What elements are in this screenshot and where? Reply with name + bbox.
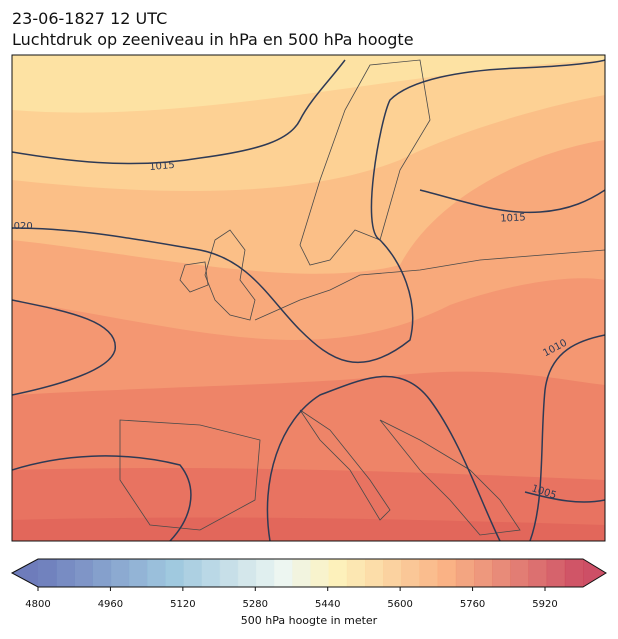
colorbar-segment xyxy=(564,559,584,587)
colorbar-segment xyxy=(528,559,548,587)
colorbar-tick-label: 4960 xyxy=(98,599,123,610)
isobar xyxy=(524,491,605,503)
colorbar-segment xyxy=(128,559,148,587)
colorbar-segment xyxy=(492,559,511,587)
coastline xyxy=(179,261,209,293)
colorbar-segment xyxy=(110,559,130,587)
colorbar-label: 500 hPa hoogte in meter xyxy=(241,614,378,627)
title: 23-06-1827 12 UTC xyxy=(12,9,167,28)
coastline xyxy=(119,419,261,531)
isobar xyxy=(419,189,605,214)
colorbar-segment xyxy=(274,559,293,587)
colorbar-segment xyxy=(455,559,475,587)
colorbar: 4800 4960 5120 5280 5440 5600 5760 5920 xyxy=(10,558,607,610)
colorbar-segment xyxy=(92,559,112,587)
colorbar-tick-label: 5440 xyxy=(315,599,340,610)
coastline xyxy=(299,59,431,266)
colorbar-segment xyxy=(183,559,202,587)
colorbar-segment xyxy=(56,559,75,587)
isobar xyxy=(12,59,346,165)
colorbar-tick-label: 5120 xyxy=(170,599,195,610)
isobar xyxy=(12,59,605,364)
isobar-label: 1020 xyxy=(7,221,32,232)
colorbar-segment xyxy=(237,559,257,587)
map: 1015 1020 1015 1010 1005 xyxy=(7,55,605,541)
isobar xyxy=(266,375,501,541)
colorbar-segment xyxy=(38,559,57,587)
colorbar-tick-label: 4800 xyxy=(25,599,50,610)
colorbar-segment xyxy=(219,559,239,587)
subtitle: Luchtdruk op zeeniveau in hPa en 500 hPa… xyxy=(12,30,414,49)
colorbar-segment xyxy=(346,559,366,587)
colorbar-segment xyxy=(328,559,348,587)
colorbar-segment xyxy=(546,559,566,587)
colorbar-tick-label: 5760 xyxy=(460,599,485,610)
coastline xyxy=(379,419,521,536)
colorbar-segment xyxy=(419,559,439,587)
isobar-label: 1015 xyxy=(149,160,175,173)
isobar xyxy=(12,455,192,541)
map-frame xyxy=(11,54,606,542)
colorbar-segment xyxy=(201,559,221,587)
colorbar-segment xyxy=(147,559,166,587)
colorbar-segment xyxy=(310,559,330,587)
colorbar-extend xyxy=(12,559,38,587)
coastline xyxy=(299,409,391,521)
colorbar-segment xyxy=(74,559,93,587)
colorbar-segment xyxy=(365,559,384,587)
colorbar-segment xyxy=(510,559,529,587)
isobar xyxy=(529,334,605,541)
colorbar-segment xyxy=(474,559,493,587)
colorbar-segment xyxy=(292,559,311,587)
colorbar-tick-label: 5280 xyxy=(243,599,268,610)
colorbar-segment xyxy=(401,559,420,587)
coastline xyxy=(204,229,256,321)
coastline xyxy=(254,249,605,321)
isobar-label: 1015 xyxy=(500,212,526,224)
colorbar-extend xyxy=(583,559,606,587)
colorbar-segment xyxy=(165,559,184,587)
height-band xyxy=(12,517,605,541)
colorbar-segment xyxy=(383,559,402,587)
colorbar-segment xyxy=(437,559,457,587)
colorbar-tick-label: 5920 xyxy=(532,599,557,610)
isobar xyxy=(12,299,116,396)
colorbar-tick-label: 5600 xyxy=(387,599,412,610)
colorbar-segment xyxy=(256,559,275,587)
